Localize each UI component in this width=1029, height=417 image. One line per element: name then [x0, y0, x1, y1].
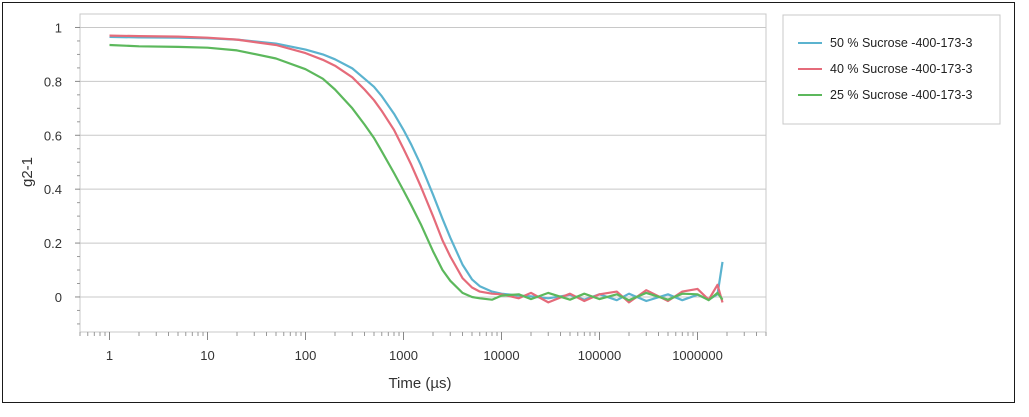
x-tick-label: 100 — [295, 348, 317, 363]
y-tick-label: 0.2 — [44, 236, 62, 251]
y-tick-label: 0.6 — [44, 128, 62, 143]
x-tick-label: 100000 — [578, 348, 621, 363]
y-tick-label: 1 — [55, 20, 62, 35]
x-tick-label: 1 — [106, 348, 113, 363]
legend-label-2: 40 % Sucrose -400-173-3 — [830, 62, 972, 76]
legend: 50 % Sucrose -400-173-3 40 % Sucrose -400… — [782, 14, 1001, 125]
y-axis-title: g2-1 — [19, 157, 36, 187]
x-tick-label: 10000 — [483, 348, 519, 363]
series-lines — [109, 34, 724, 304]
legend-label-3: 25 % Sucrose -400-173-3 — [830, 88, 972, 102]
x-tick-label: 1000 — [389, 348, 418, 363]
x-axis-title: Time (µs) — [388, 375, 451, 392]
x-tick-label: 10 — [200, 348, 214, 363]
series-line-3 — [109, 43, 724, 302]
x-axis: 1 10 100 1000 10000 100000 1000000 — [79, 332, 767, 363]
y-axis: 0 0.2 0.4 0.6 0.8 1 — [44, 20, 80, 325]
y-tick-label: 0.8 — [44, 74, 62, 89]
x-tick-label: 1000000 — [672, 348, 723, 363]
legend-label-1: 50 % Sucrose -400-173-3 — [830, 36, 972, 50]
y-tick-label: 0 — [55, 290, 62, 305]
y-tick-label: 0.4 — [44, 182, 62, 197]
